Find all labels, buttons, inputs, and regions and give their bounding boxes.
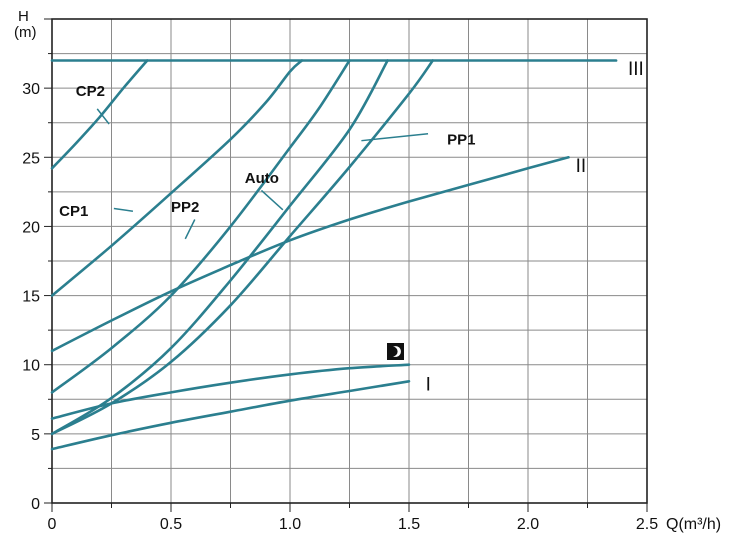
curve-cp2 (50, 59, 149, 170)
y-axis-unit: (m) (14, 24, 37, 41)
y-tick-label: 30 (22, 81, 40, 98)
plot-frame (51, 18, 648, 504)
y-tick-label: 10 (22, 358, 40, 375)
x-tick-label: 0 (48, 516, 57, 533)
leader-line-pp1 (361, 133, 429, 142)
night-mode-icon (387, 343, 404, 360)
label-cp2: CP2 (76, 83, 105, 100)
curve-i (50, 380, 411, 451)
curves (50, 59, 618, 451)
label-pp1: PP1 (447, 131, 475, 148)
curve-pp1 (50, 59, 435, 436)
x-axis-title: Q(m³/h) (666, 516, 721, 533)
y-axis-title: H (18, 8, 29, 25)
y-tick-label: 5 (31, 427, 40, 444)
x-tick-label: 0.5 (160, 516, 182, 533)
x-tick-label: 1.5 (398, 516, 420, 533)
label-pp2: PP2 (171, 199, 199, 216)
leader-line-auto (260, 189, 284, 211)
y-tick-label: 15 (22, 289, 40, 306)
x-tick-label: 2.5 (636, 516, 658, 533)
leader-line-cp2 (96, 108, 110, 125)
label-ii: II (576, 156, 587, 177)
x-tick-label: 1.0 (279, 516, 301, 533)
y-tick-label: 20 (22, 219, 40, 236)
curve-cp1 (50, 59, 304, 297)
label-iii: III (628, 59, 644, 80)
label-i: I (426, 374, 431, 395)
curve-auto (50, 59, 389, 436)
y-tick-label: 25 (22, 150, 40, 167)
gridlines (52, 19, 647, 503)
y-tick-label: 0 (31, 496, 40, 513)
label-auto: Auto (245, 170, 279, 187)
curve-pp2 (50, 59, 351, 394)
axis-ticks: 0 0.5 1.0 1.5 2.0 2.5 0 5 10 15 20 25 30 (22, 18, 658, 533)
label-cp1: CP1 (59, 203, 88, 220)
curve-ii (50, 156, 570, 353)
x-tick-label: 2.0 (517, 516, 539, 533)
leader-line-pp2 (184, 219, 196, 240)
leader-line-cp1 (113, 207, 134, 212)
